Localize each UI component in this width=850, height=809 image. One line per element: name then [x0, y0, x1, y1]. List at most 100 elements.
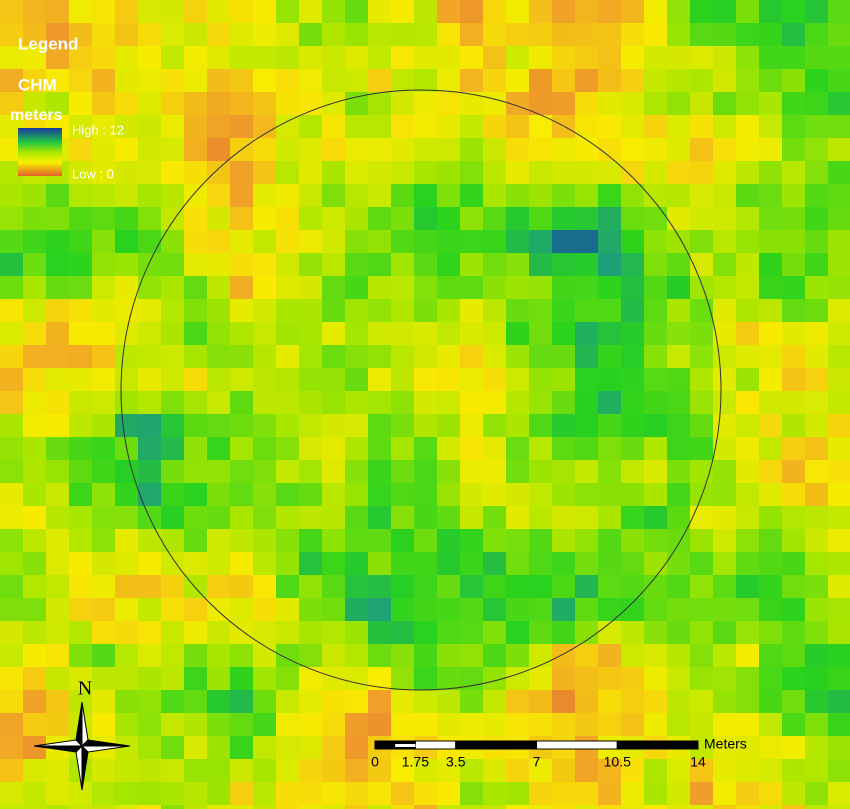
raster-cell	[414, 598, 437, 621]
raster-cell	[138, 782, 161, 805]
raster-cell	[575, 460, 598, 483]
raster-cell	[115, 276, 138, 299]
raster-cell	[276, 736, 299, 759]
raster-cell	[782, 0, 805, 23]
raster-cell	[736, 667, 759, 690]
raster-cell	[276, 621, 299, 644]
raster-cell	[345, 713, 368, 736]
raster-cell	[506, 621, 529, 644]
raster-cell	[713, 368, 736, 391]
raster-cell	[598, 621, 621, 644]
raster-cell	[299, 460, 322, 483]
raster-cell	[713, 345, 736, 368]
raster-cell	[598, 529, 621, 552]
raster-cell	[276, 667, 299, 690]
raster-cell	[299, 667, 322, 690]
raster-cell	[621, 276, 644, 299]
raster-cell	[598, 299, 621, 322]
raster-cell	[0, 299, 23, 322]
raster-cell	[690, 368, 713, 391]
raster-cell	[276, 276, 299, 299]
raster-cell	[828, 621, 850, 644]
raster-cell	[69, 805, 92, 809]
raster-cell	[759, 299, 782, 322]
raster-cell	[529, 69, 552, 92]
raster-cell	[92, 253, 115, 276]
raster-cell	[414, 299, 437, 322]
raster-cell	[299, 713, 322, 736]
raster-cell	[759, 322, 782, 345]
raster-cell	[828, 115, 850, 138]
raster-cell	[184, 621, 207, 644]
raster-cell	[253, 460, 276, 483]
raster-cell	[713, 161, 736, 184]
raster-cell	[529, 230, 552, 253]
raster-cell	[414, 437, 437, 460]
raster-cell	[805, 805, 828, 809]
raster-cell	[0, 0, 23, 23]
raster-cell	[529, 713, 552, 736]
raster-cell	[598, 575, 621, 598]
raster-cell	[782, 483, 805, 506]
raster-cell	[391, 575, 414, 598]
raster-cell	[184, 552, 207, 575]
raster-cell	[69, 529, 92, 552]
raster-cell	[736, 529, 759, 552]
raster-cell	[828, 230, 850, 253]
raster-cell	[483, 368, 506, 391]
raster-cell	[460, 575, 483, 598]
raster-cell	[598, 667, 621, 690]
raster-cell	[414, 667, 437, 690]
raster-cell	[345, 437, 368, 460]
raster-cell	[506, 276, 529, 299]
raster-cell	[805, 115, 828, 138]
raster-cell	[713, 46, 736, 69]
raster-cell	[529, 253, 552, 276]
raster-cell	[506, 368, 529, 391]
raster-cell	[368, 414, 391, 437]
raster-cell	[621, 713, 644, 736]
raster-cell	[460, 460, 483, 483]
raster-cell	[437, 690, 460, 713]
raster-cell	[253, 23, 276, 46]
raster-cell	[621, 690, 644, 713]
raster-cell	[230, 46, 253, 69]
raster-cell	[506, 552, 529, 575]
raster-cell	[299, 437, 322, 460]
raster-cell	[322, 23, 345, 46]
raster-cell	[552, 276, 575, 299]
raster-cell	[460, 0, 483, 23]
raster-cell	[230, 690, 253, 713]
raster-cell	[621, 805, 644, 809]
raster-cell	[23, 345, 46, 368]
raster-cell	[184, 598, 207, 621]
raster-cell	[828, 644, 850, 667]
raster-cell	[667, 437, 690, 460]
raster-cell	[161, 345, 184, 368]
raster-cell	[299, 299, 322, 322]
map: Legend CHM meters High : 12 Low : 0 N 01…	[0, 0, 850, 809]
raster-cell	[345, 322, 368, 345]
raster-cell	[46, 529, 69, 552]
raster-cell	[552, 414, 575, 437]
raster-cell	[299, 230, 322, 253]
raster-cell	[414, 230, 437, 253]
raster-cell	[276, 161, 299, 184]
raster-cell	[230, 782, 253, 805]
raster-cell	[529, 805, 552, 809]
raster-cell	[759, 115, 782, 138]
raster-cell	[552, 759, 575, 782]
raster-cell	[437, 161, 460, 184]
raster-cell	[322, 138, 345, 161]
raster-cell	[253, 667, 276, 690]
raster-cell	[598, 391, 621, 414]
raster-cell	[483, 138, 506, 161]
raster-cell	[644, 69, 667, 92]
raster-cell	[69, 368, 92, 391]
raster-cell	[552, 184, 575, 207]
raster-cell	[667, 322, 690, 345]
raster-cell	[713, 138, 736, 161]
raster-cell	[598, 713, 621, 736]
raster-cell	[575, 184, 598, 207]
raster-cell	[552, 575, 575, 598]
